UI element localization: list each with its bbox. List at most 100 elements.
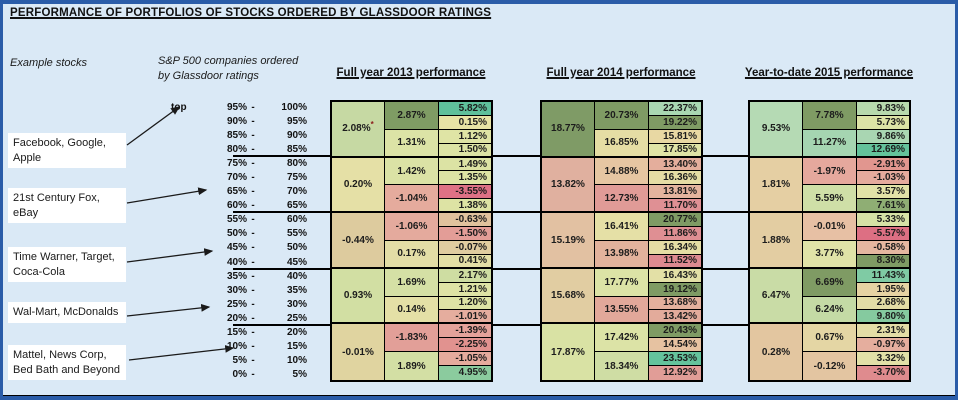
percentile-value: - (251, 298, 255, 310)
heatmap-grid-2014: 18.77% 13.82% 15.19% 15.68% 17.87% 20.73% 16.8… (540, 100, 703, 382)
cell-value: 3.32% (876, 353, 905, 365)
heatmap-cell: 19.22% (649, 115, 701, 130)
cell-value: 15.81% (663, 130, 697, 142)
cell-value: 13.68% (663, 297, 697, 309)
heatmap-cell: -1.39% (439, 324, 491, 339)
cell-value: 9.53% (761, 123, 791, 135)
heatmap-cell: 2.87% (385, 102, 438, 130)
cell-value: 13.42% (663, 310, 697, 322)
decile-column: 20.73% 16.85% 14.88% 12.73% 16.41% 13.98% 17.7… (595, 102, 649, 381)
percentile-value: 35% (226, 270, 247, 282)
percentile-value: 20% (226, 312, 247, 324)
heatmap-cell: 1.20% (439, 296, 491, 311)
cell-value: -0.63% (455, 214, 487, 226)
cell-value: 5.73% (876, 116, 905, 128)
cell-value: 1.21% (458, 283, 487, 295)
heatmap-cell: 6.47% (750, 268, 802, 325)
heatmap-cell: -1.03% (857, 171, 909, 186)
cell-value: 20.73% (604, 109, 639, 121)
percentile-row: 80% - 85% (171, 142, 311, 156)
heatmap-cell: 1.81% (750, 157, 802, 214)
sp500-ordering-line2: by Glassdoor ratings (158, 69, 259, 82)
cell-value: 4.95% (458, 367, 487, 379)
cell-value: 2.87% (397, 109, 426, 121)
percentile-row: 40% - 45% (171, 255, 311, 269)
cell-value: 17.42% (604, 332, 639, 344)
heatmap-cell: -1.06% (385, 213, 438, 242)
heatmap-cell: 20.77% (649, 213, 701, 228)
heatmap-cell: 7.61% (857, 199, 909, 214)
cell-value: 1.50% (458, 144, 487, 156)
percentile-row: 45% - 50% (171, 241, 311, 255)
cell-value: 13.82% (551, 178, 585, 190)
heatmap-cell: -0.58% (857, 240, 909, 255)
heatmap-cell: 13.40% (649, 157, 701, 172)
heatmap-cell: 0.14% (385, 296, 438, 325)
heatmap-cell: 8.30% (857, 254, 909, 269)
cell-value: -0.97% (873, 339, 905, 351)
cell-value: -1.03% (873, 172, 905, 184)
heatmap-cell: 11.86% (649, 227, 701, 241)
heatmap-cell: 23.53% (649, 352, 701, 366)
cell-value: 17.87% (551, 346, 585, 358)
percentile-value: - (251, 256, 255, 268)
heatmap-cell: 22.37% (649, 102, 701, 116)
percentile-value: 40% (226, 256, 247, 268)
cell-value: -0.01% (342, 346, 374, 358)
cell-value: 11.27% (812, 137, 847, 149)
cell-value: 2.08% (342, 123, 371, 135)
percentile-row: 25% - 30% (171, 297, 311, 311)
cell-value: -1.83% (395, 332, 428, 344)
heatmap-cell: 3.77% (803, 241, 856, 269)
heatmap-cell: -3.55% (439, 185, 491, 200)
heatmap-cell: 16.41% (595, 213, 648, 242)
heatmap-cell: 2.31% (857, 324, 909, 339)
quintile-column: 9.53% 1.81% 1.88% 6.47% 0.28% (750, 102, 803, 381)
percentile-top-label: top (171, 101, 187, 113)
percentile-row: 90% - 95% (171, 114, 311, 128)
percentile-row: 60% - 65% (171, 199, 311, 213)
cell-value: 12.92% (663, 367, 697, 379)
percentile-value: - (251, 172, 255, 184)
heatmap-cell: 11.27% (803, 129, 856, 158)
percentile-value: - (251, 129, 255, 141)
quintile-column: 2.08% * 0.20% -0.44% 0.93% -0.01% (332, 102, 385, 381)
heatmap-cell: 16.85% (595, 129, 648, 158)
cell-value: 0.67% (815, 332, 844, 344)
percentile-value: - (251, 101, 255, 113)
percentile-value: - (251, 200, 255, 212)
percentile-value: 35% (286, 284, 307, 296)
heatmap-cell: 1.69% (385, 268, 438, 297)
cell-value: 17.77% (604, 276, 639, 288)
decile-column: 7.78% 11.27% -1.97% 5.59% -0.01% 3.77% 6.69% 6.… (803, 102, 857, 381)
cell-value: 7.61% (876, 199, 905, 211)
percentile-value: 75% (226, 157, 247, 169)
heatmap-cell: -1.04% (385, 185, 438, 214)
cell-value: 22.37% (663, 102, 697, 114)
heatmap-cell: 6.24% (803, 296, 856, 325)
heatmap-cell: -0.01% (332, 324, 384, 381)
cell-value: -1.97% (813, 165, 846, 177)
percentile-value: 10% (226, 341, 247, 353)
cell-value: 11.43% (871, 269, 905, 281)
heatmap-cell: 13.55% (595, 296, 648, 325)
stock-box-21st-century-fox-ebay: 21st Century Fox, eBay (8, 188, 126, 224)
cell-value: -1.39% (455, 325, 487, 337)
heatmap-cell: 12.69% (857, 143, 909, 158)
heatmap-cell: 11.52% (649, 254, 701, 269)
cell-value: 2.68% (876, 297, 905, 309)
percentile-row: 15% - 20% (171, 326, 311, 340)
cell-value: 5.33% (876, 214, 905, 226)
heatmap-cell: 12.73% (595, 185, 648, 214)
cell-value: 1.49% (458, 158, 487, 170)
percentile-value: 100% (281, 101, 307, 113)
heatmap-cell: 0.93% (332, 268, 384, 325)
cell-value: 1.95% (876, 283, 905, 295)
percentile-row: 85% - 90% (171, 128, 311, 142)
section-header-2013: Full year 2013 performance (336, 67, 486, 79)
cell-value: -0.12% (813, 360, 846, 372)
percentile-value: - (251, 369, 255, 381)
cell-value: 6.47% (761, 290, 791, 302)
percentile-row: top 95% - 100% (171, 100, 311, 114)
